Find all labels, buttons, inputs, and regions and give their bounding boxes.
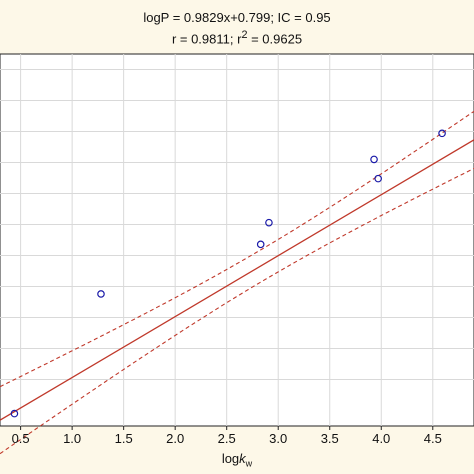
data-points xyxy=(10,129,446,418)
chart-statistics-suffix: = 0.9625 xyxy=(247,31,303,47)
upper-confidence-line xyxy=(0,110,474,388)
x-axis-title-italic: k xyxy=(239,451,246,466)
data-point xyxy=(265,218,273,227)
x-tick-label: 4.5 xyxy=(424,431,442,446)
data-point xyxy=(256,240,265,249)
x-tick-label: 2.5 xyxy=(218,431,236,446)
chart-equation: logP = 0.9829x+0.799; IC = 0.95 xyxy=(143,10,331,25)
x-axis-title-sub: w xyxy=(245,458,253,469)
x-tick-label: 3.0 xyxy=(269,431,287,446)
regression-line xyxy=(0,139,474,421)
x-axis-ticks: 0.5 1.0 1.5 2.0 2.5 3.0 3.5 4.0 4.5 xyxy=(12,426,442,446)
x-tick-label: 3.5 xyxy=(321,431,339,446)
lower-confidence-line xyxy=(0,167,474,455)
grid-lines xyxy=(0,54,474,426)
chart-statistics: r = 0.9811; r2 = 0.9625 xyxy=(0,29,474,46)
data-point xyxy=(10,409,19,418)
confidence-band xyxy=(0,110,474,455)
data-point xyxy=(370,155,378,164)
fit-line xyxy=(0,139,474,421)
chart-statistics-sup: 2 xyxy=(241,29,248,41)
data-point xyxy=(97,290,105,298)
x-tick-label: 0.5 xyxy=(12,431,30,446)
data-point xyxy=(438,129,446,138)
plot-area xyxy=(0,53,474,427)
chart-header: logP = 0.9829x+0.799; IC = 0.95 r = 0.98… xyxy=(0,0,474,52)
chart-statistics-prefix: r = 0.9811; r xyxy=(171,31,242,47)
x-axis-title-main: log xyxy=(221,451,240,466)
x-tick-label: 4.0 xyxy=(372,431,390,446)
x-axis-title: logkw xyxy=(0,451,474,469)
x-tick-label: 2.0 xyxy=(166,431,184,446)
x-tick-label: 1.0 xyxy=(63,431,81,446)
x-tick-label: 1.5 xyxy=(115,431,133,446)
data-point xyxy=(374,174,382,183)
